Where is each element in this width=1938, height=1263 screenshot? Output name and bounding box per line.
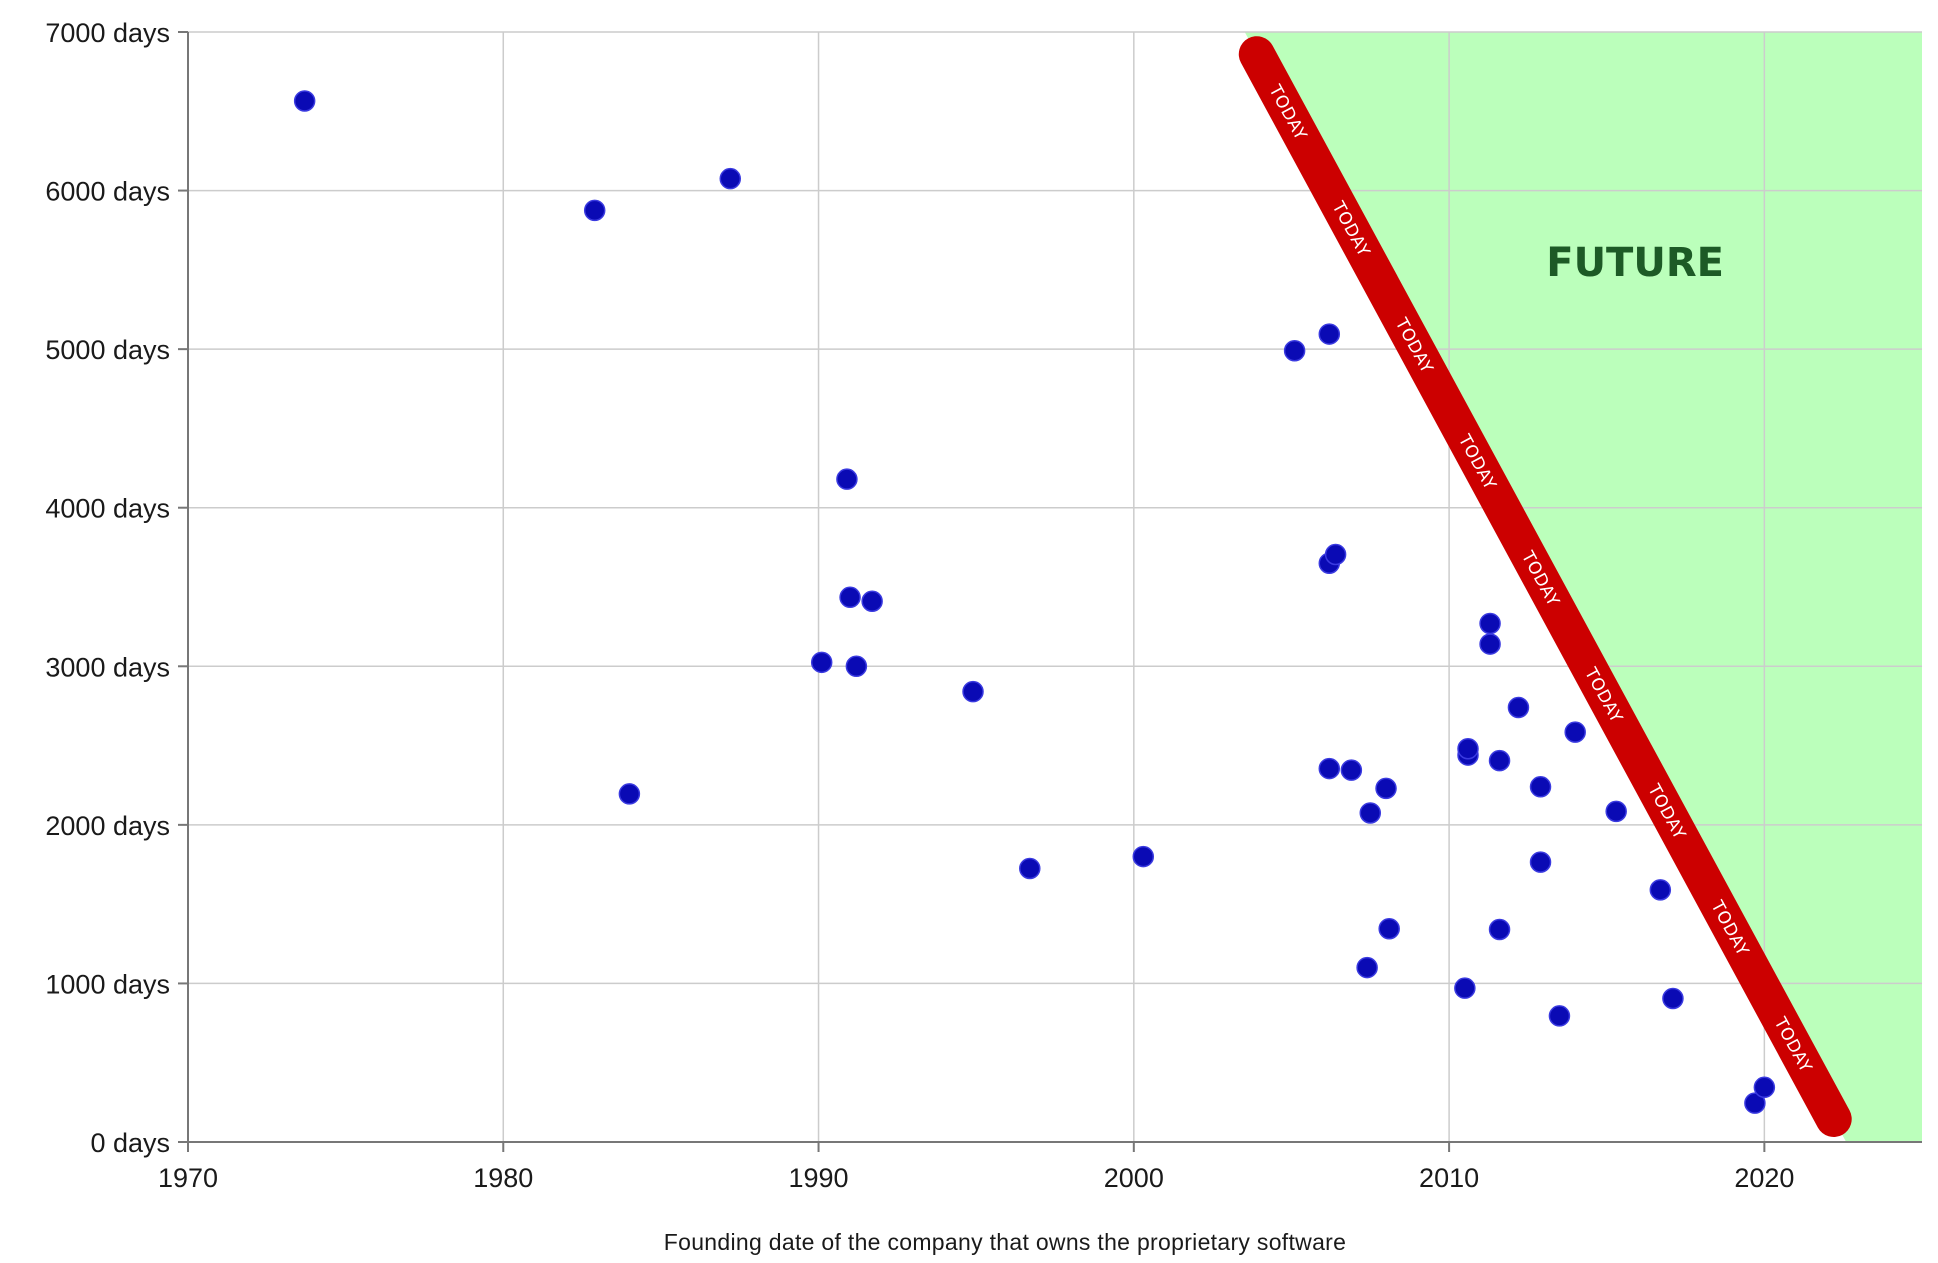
- data-point: [839, 586, 861, 609]
- data-point: [1318, 757, 1341, 780]
- data-point: [1283, 339, 1306, 362]
- data-point: [845, 655, 868, 678]
- x-tick-label: 1980: [473, 1163, 533, 1193]
- data-point: [1318, 323, 1341, 345]
- x-tick-label: 2000: [1104, 1163, 1164, 1193]
- data-point: [810, 651, 833, 674]
- data-point: [1753, 1076, 1776, 1099]
- x-tick-label: 1970: [158, 1163, 218, 1193]
- data-point: [293, 90, 316, 112]
- today-line: TODAYTODAYTODAYTODAYTODAYTODAYTODAYTODAY…: [1238, 36, 1852, 1138]
- axes: [178, 31, 1922, 1152]
- y-gridlines: [188, 31, 1922, 1143]
- data-point: [1479, 612, 1501, 635]
- data-point: [1605, 800, 1627, 823]
- y-tick-label: 5000 days: [45, 335, 170, 365]
- today-line-stroke: [1238, 36, 1852, 1138]
- data-point: [1457, 737, 1479, 760]
- data-point: [1548, 1005, 1571, 1027]
- y-tick-label: 6000 days: [45, 177, 170, 207]
- future-label: FUTURE: [1546, 240, 1724, 286]
- data-points: [293, 90, 1776, 1114]
- y-tick-label: 4000 days: [45, 494, 170, 524]
- data-point: [583, 199, 606, 222]
- y-tick-label: 1000 days: [45, 969, 170, 999]
- x-tick-label: 2020: [1734, 1163, 1794, 1193]
- data-point: [1488, 749, 1511, 772]
- data-point: [962, 680, 984, 703]
- data-point: [1359, 802, 1382, 824]
- data-point: [861, 590, 883, 613]
- data-point: [1378, 917, 1400, 940]
- data-point: [1564, 721, 1586, 743]
- data-point: [1019, 857, 1041, 880]
- data-point: [1375, 777, 1397, 800]
- x-tick-label: 2010: [1419, 1163, 1479, 1193]
- x-tick-labels: 1970 1980 1990 2000 2010 2020: [158, 1163, 1794, 1193]
- data-point: [1649, 879, 1672, 901]
- data-point: [1488, 918, 1511, 941]
- data-point: [1662, 987, 1684, 1010]
- data-point: [719, 167, 742, 190]
- data-point: [1454, 977, 1476, 999]
- y-tick-label: 3000 days: [45, 652, 170, 682]
- data-point: [1744, 1092, 1766, 1114]
- x-axis-title: Founding date of the company that owns t…: [664, 1229, 1346, 1255]
- data-point: [1132, 845, 1155, 868]
- data-point: [1529, 776, 1552, 798]
- data-point: [1340, 759, 1363, 781]
- data-point: [1507, 696, 1530, 719]
- data-point: [1356, 956, 1378, 979]
- data-point: [1529, 851, 1552, 873]
- y-tick-label: 2000 days: [45, 811, 170, 841]
- data-point: [618, 783, 641, 805]
- data-point: [1479, 633, 1501, 655]
- data-point: [836, 468, 858, 490]
- y-tick-label: 0 days: [90, 1128, 170, 1158]
- x-tick-label: 1990: [789, 1163, 849, 1193]
- data-point: [1324, 543, 1347, 566]
- y-tick-labels: 0 days 1000 days 2000 days 3000 days 4000 da…: [45, 18, 170, 1158]
- y-tick-label: 7000 days: [45, 18, 170, 48]
